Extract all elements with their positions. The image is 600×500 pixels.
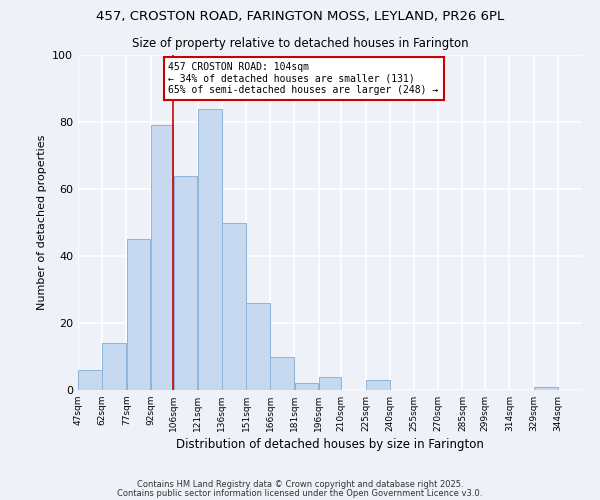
Bar [319, 376, 341, 390]
Bar [198, 108, 221, 390]
Bar [222, 222, 246, 390]
Bar [78, 370, 102, 390]
Text: 457 CROSTON ROAD: 104sqm
← 34% of detached houses are smaller (131)
65% of semi-: 457 CROSTON ROAD: 104sqm ← 34% of detach… [169, 62, 439, 95]
Bar [127, 240, 151, 390]
X-axis label: Distribution of detached houses by size in Farington: Distribution of detached houses by size … [176, 438, 484, 451]
Y-axis label: Number of detached properties: Number of detached properties [37, 135, 47, 310]
Text: Contains public sector information licensed under the Open Government Licence v3: Contains public sector information licen… [118, 489, 482, 498]
Bar [151, 126, 173, 390]
Bar [271, 356, 294, 390]
Bar [173, 176, 197, 390]
Bar [366, 380, 389, 390]
Bar [295, 384, 319, 390]
Text: Contains HM Land Registry data © Crown copyright and database right 2025.: Contains HM Land Registry data © Crown c… [137, 480, 463, 489]
Bar [246, 303, 270, 390]
Text: 457, CROSTON ROAD, FARINGTON MOSS, LEYLAND, PR26 6PL: 457, CROSTON ROAD, FARINGTON MOSS, LEYLA… [96, 10, 504, 23]
Bar [103, 343, 126, 390]
Text: Size of property relative to detached houses in Farington: Size of property relative to detached ho… [131, 38, 469, 51]
Bar [534, 386, 557, 390]
